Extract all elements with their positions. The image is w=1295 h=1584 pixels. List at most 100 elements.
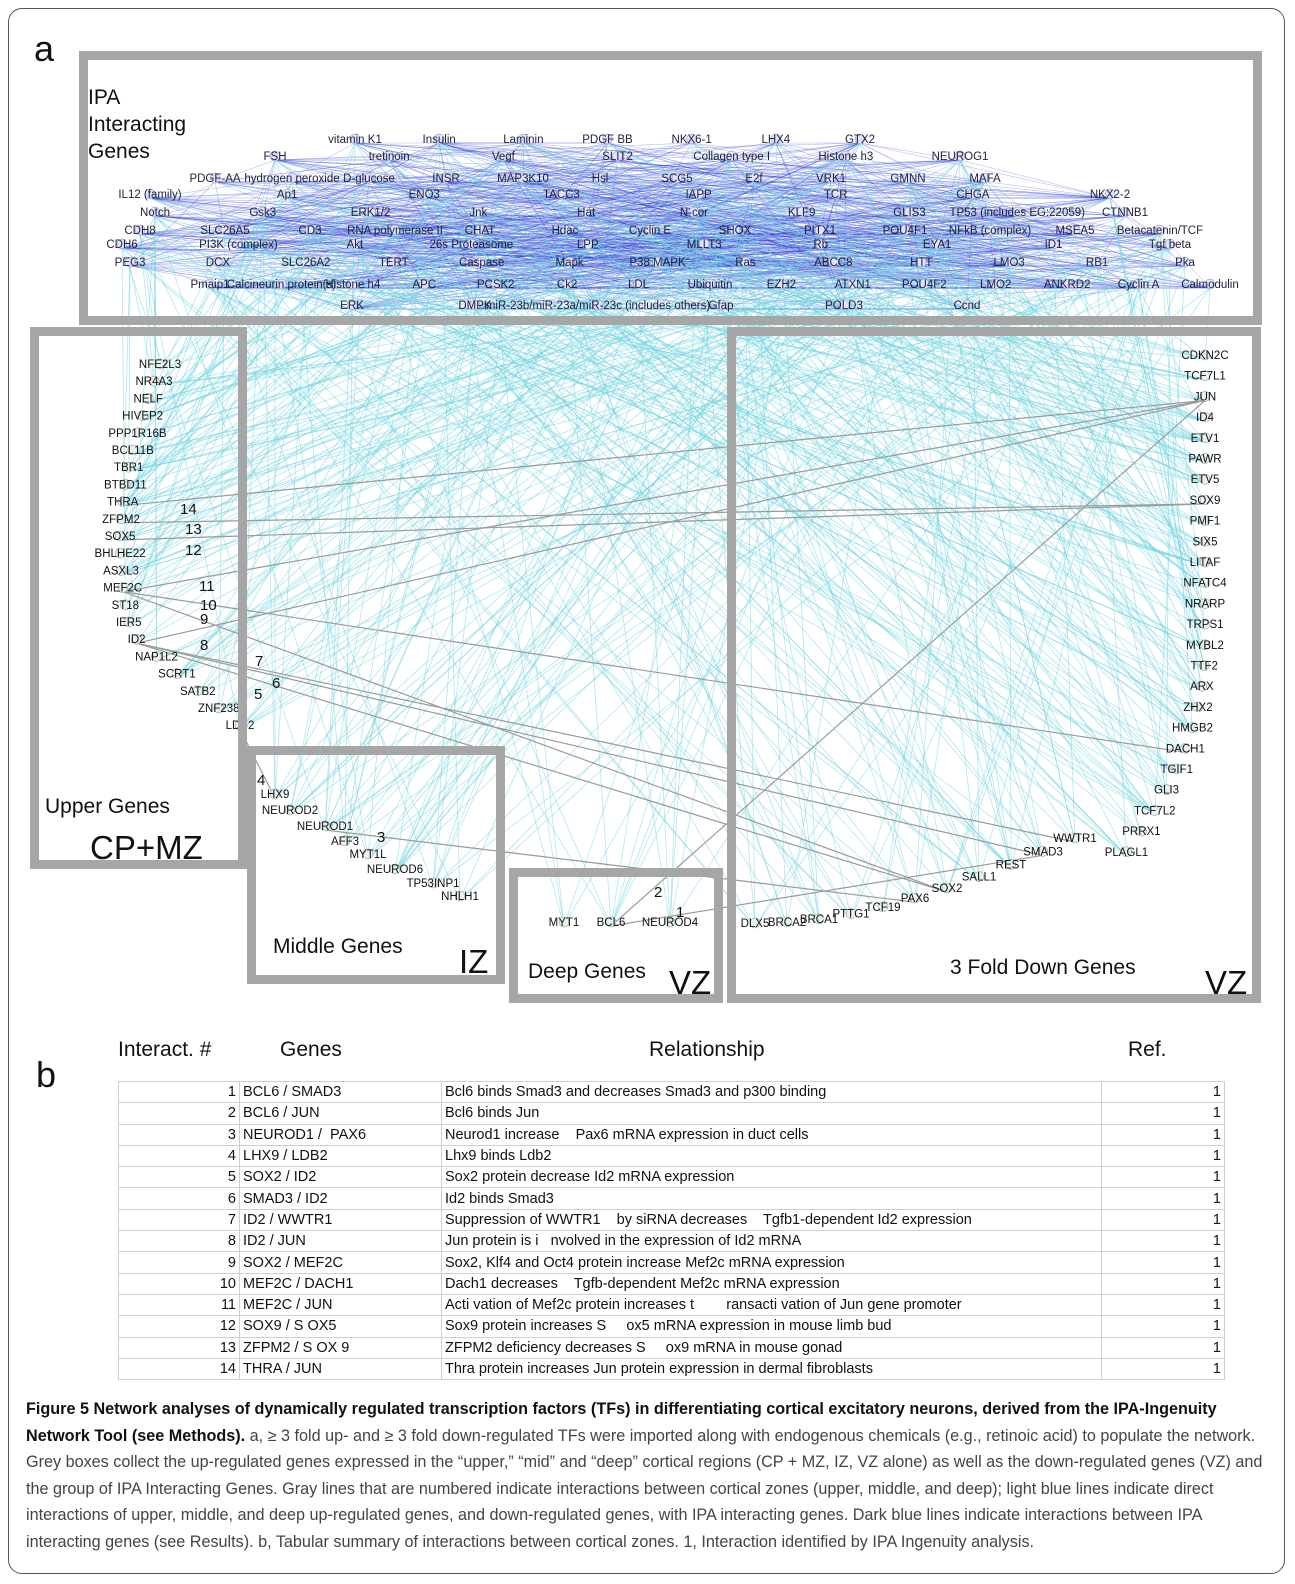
ipa-gene-node: [365, 206, 376, 218]
cross-edge: [324, 287, 354, 831]
ipa-edge: [139, 233, 219, 267]
cross-edge: [936, 247, 1076, 843]
cross-edge: [128, 265, 131, 472]
cell-relationship: Bcl6 binds Jun: [441, 1102, 1102, 1125]
ipa-edge: [859, 142, 973, 199]
ipa-gene-node: [612, 150, 623, 162]
ipa-edge: [1124, 215, 1186, 267]
ipa-gene-node-label: GTX2: [845, 134, 875, 146]
ipa-edge: [305, 215, 479, 267]
ipa-edge: [522, 181, 599, 310]
ipa-edge: [217, 142, 440, 267]
cell-num: 8: [118, 1230, 240, 1253]
cross-edge: [523, 142, 1206, 463]
ipa-edge: [1096, 265, 1139, 289]
ipa-gene-node: [1179, 256, 1191, 268]
ipa-edge: [121, 142, 861, 249]
cross-edge: [995, 287, 1156, 815]
ipa-edge: [569, 265, 1068, 289]
cross-edge: [984, 181, 1206, 443]
cross-edge: [129, 265, 155, 386]
cross-edge: [432, 287, 1211, 888]
ipa-gene-node: [840, 150, 852, 162]
ipa-gene-node: [1011, 206, 1023, 218]
header-genes: Genes: [280, 1038, 342, 1061]
ipa-gene-node: [847, 278, 859, 290]
cross-edge: [1008, 265, 1012, 869]
ipa-edge: [287, 197, 705, 249]
ipa-edge: [154, 215, 311, 235]
down-gene-node: [1199, 370, 1211, 381]
ipa-gene-node: [814, 224, 826, 236]
cross-edge: [432, 142, 524, 888]
ipa-edge: [833, 181, 986, 267]
cross-edge: [907, 181, 1193, 732]
down-gene-node: [845, 908, 857, 919]
ipa-gene-node: [349, 238, 361, 250]
ipa-edge: [693, 215, 746, 267]
ipa-gene-node: [559, 224, 571, 236]
ipa-edge: [129, 142, 440, 267]
upper-box: [30, 327, 247, 869]
ipa-edge: [389, 159, 447, 183]
cross-edge: [709, 287, 1206, 443]
ipa-gene-node: [961, 299, 973, 311]
ipa-gene-node: [1091, 256, 1103, 268]
ipa-edge: [445, 181, 481, 235]
cell-num: 10: [118, 1272, 240, 1295]
ipa-edge: [274, 142, 692, 161]
middle-box: [247, 746, 505, 984]
ipa-edge: [907, 181, 1171, 249]
ipa-gene-node: [1048, 238, 1059, 250]
ipa-edge: [745, 247, 1054, 267]
ipa-gene-node: [919, 278, 930, 290]
ipa-gene-node: [748, 172, 760, 184]
header-interaction-number: Interact. #: [118, 1038, 212, 1061]
ipa-edge: [389, 159, 479, 217]
ipa-edge: [238, 159, 276, 249]
cell-num: 11: [118, 1293, 240, 1317]
ipa-edge: [439, 142, 996, 289]
cell-relationship: Dach1 decreases Tgfb-dependent Mef2c mRN…: [441, 1272, 1102, 1295]
ipa-gene-node-label: ABCC8: [814, 257, 852, 269]
zone-interaction-edge: [324, 829, 916, 903]
cross-edge: [274, 159, 1177, 774]
deep-gene-node-label: BCL6: [597, 917, 626, 929]
down-gene-node-label: HMGB2: [1172, 723, 1213, 735]
upper-gene-node: [127, 444, 139, 456]
cell-relationship: Bcl6 binds Smad3 and decreases Smad3 and…: [441, 1080, 1102, 1104]
ipa-gene-node: [990, 278, 1001, 290]
cross-edge: [720, 308, 1193, 732]
down-gene-node-label: ARX: [1190, 681, 1214, 693]
zone-interaction-edge: [610, 854, 1044, 927]
cross-edge: [657, 265, 1167, 794]
ipa-edge: [388, 159, 476, 310]
ipa-edge: [354, 247, 394, 267]
cross-edge: [218, 233, 226, 713]
ipa-edge: [281, 197, 973, 289]
cross-edge: [920, 265, 1199, 712]
cross-edge: [989, 233, 1206, 608]
ipa-edge: [471, 142, 776, 249]
down-gene-node-label: ZHX2: [1183, 702, 1212, 714]
interaction-number-label: 5: [254, 686, 262, 703]
down-gene-node: [813, 913, 825, 925]
ipa-edge: [262, 159, 276, 217]
down-gene-node-label: PTTG1: [832, 909, 869, 921]
header-relationship: Relationship: [649, 1038, 765, 1061]
cross-edge: [734, 233, 1205, 670]
cross-edge: [149, 197, 1206, 608]
ipa-edge: [1074, 215, 1126, 235]
ipa-gene-node: [466, 238, 477, 250]
ipa-edge: [478, 215, 588, 249]
down-gene-node-label: TCF7L1: [1184, 371, 1226, 383]
cross-edge: [209, 287, 980, 881]
ipa-edge: [354, 142, 1111, 199]
ipa-gene-node: [698, 238, 710, 250]
ipa-gene-node: [899, 224, 911, 236]
cross-edge: [438, 142, 1127, 857]
deep-gene-node: [664, 916, 676, 928]
ipa-edge: [129, 265, 353, 310]
cross-edge: [176, 159, 847, 678]
deep-gene-node: [558, 916, 570, 928]
